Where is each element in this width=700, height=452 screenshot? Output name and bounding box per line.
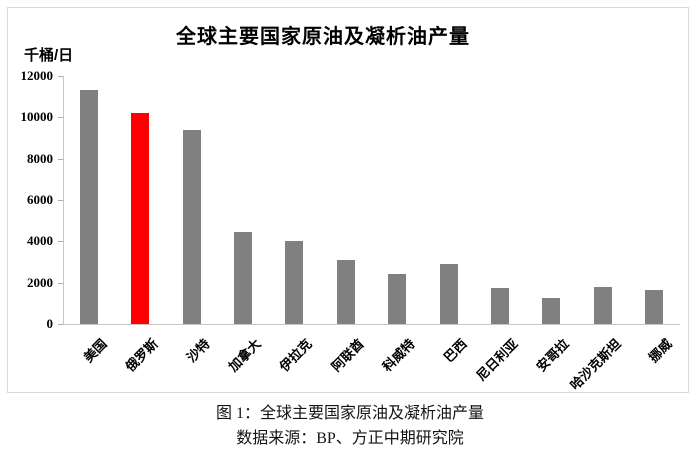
bar-6 <box>388 273 407 324</box>
y-axis-tick-label: 8000 <box>27 150 53 166</box>
x-axis-category-label: 挪威 <box>646 336 676 366</box>
bar-11 <box>645 289 664 324</box>
chart-area: 全球主要国家原油及凝析油产量 千桶/日 0 2000 4000 6000 8000 100… <box>7 7 689 393</box>
y-axis-tick <box>58 241 63 243</box>
data-source-caption: 数据来源：BP、方正中期研究院 <box>236 430 464 447</box>
y-axis-tick-label: 12000 <box>20 68 54 83</box>
bar-10 <box>593 287 612 324</box>
y-axis-tick-label: 2000 <box>27 274 53 290</box>
bar-0 <box>79 90 98 324</box>
y-axis-tick <box>58 282 63 284</box>
y-axis-tick <box>58 117 63 119</box>
y-axis-unit-label: 千桶/日 <box>24 47 74 64</box>
bar-5 <box>336 260 355 324</box>
x-axis-category-label: 安哥拉 <box>534 336 573 375</box>
x-axis-category-label: 俄罗斯 <box>122 336 161 375</box>
y-axis-tick <box>58 158 63 160</box>
figure-caption: 图 1：全球主要国家原油及凝析油产量 <box>215 405 484 422</box>
chart-title: 全球主要国家原油及凝析油产量 <box>176 26 470 48</box>
y-axis-line <box>63 76 64 325</box>
x-axis-line <box>63 324 680 325</box>
bar-3 <box>233 232 252 324</box>
y-axis-tick-label: 4000 <box>27 233 53 249</box>
x-axis-category-label: 加拿大 <box>225 336 264 375</box>
bar-1 <box>131 113 150 324</box>
bar-2 <box>182 129 201 324</box>
x-axis-category-label: 伊拉克 <box>276 336 316 375</box>
bar-7 <box>439 264 458 324</box>
y-axis-tick <box>58 324 63 325</box>
x-axis-category-label: 尼日利亚 <box>473 336 521 384</box>
x-axis-category-label: 科威特 <box>379 336 418 375</box>
y-axis-tick-label: 6000 <box>27 192 53 207</box>
y-axis-tick <box>58 200 63 201</box>
x-axis-category-label: 哈沙克斯坦 <box>567 336 624 393</box>
x-axis-category-label: 阿联酋 <box>328 336 367 375</box>
bar-4 <box>285 241 304 324</box>
x-axis-category-label: 沙特 <box>183 336 213 366</box>
x-axis-category-label: 美国 <box>80 336 110 366</box>
y-axis-tick-label: 0 <box>46 316 54 331</box>
y-axis-tick <box>58 76 63 77</box>
x-axis-category-label: 巴西 <box>440 336 470 366</box>
y-axis-tick-label: 10000 <box>20 109 54 125</box>
bar-9 <box>542 298 561 324</box>
bar-8 <box>491 288 510 324</box>
